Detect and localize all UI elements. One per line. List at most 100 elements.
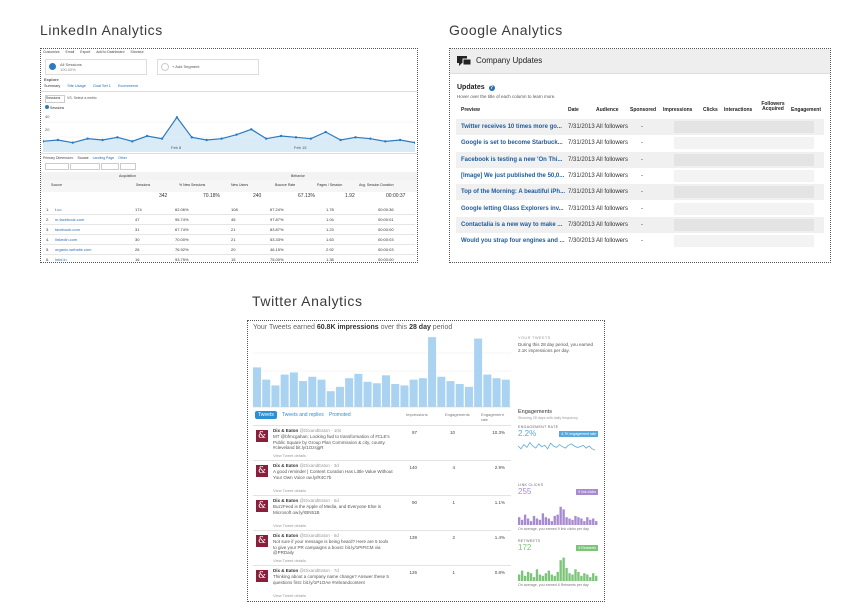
tab-customize[interactable]: Customize [43,50,60,54]
impressions-bar[interactable] [326,391,335,407]
sessions-point[interactable] [279,134,283,138]
sessions-point[interactable] [175,116,179,119]
impressions-bar[interactable] [354,373,363,407]
sessions-point[interactable] [339,138,342,142]
subtab-site-usage[interactable]: Site Usage [67,84,86,88]
update-preview-link[interactable]: Google letting Glass Explorers inv... [461,205,564,212]
sessions-point[interactable] [220,137,223,140]
table-row[interactable]: 1. t.co 174 62.06% 108 67.24% 1.78 00:00:36 [43,205,415,215]
sessions-point[interactable] [294,136,298,139]
update-preview-link[interactable]: [Image] We just published the 50,0... [461,172,565,179]
sessions-point[interactable] [86,137,89,140]
sessions-point[interactable] [309,137,313,140]
impressions-bar[interactable] [345,378,354,407]
impressions-bar[interactable] [335,386,344,407]
card-badge[interactable]: 4.7K engagement rate [559,431,598,437]
col-sponsored[interactable]: Sponsored [630,107,657,113]
update-row[interactable]: Google letting Glass Explorers inv... 7/3… [456,201,824,217]
tweet-name[interactable]: Dix & Eaton [273,463,299,468]
tweet-details-link[interactable]: View Tweet details [273,453,306,458]
update-preview-link[interactable]: Would you strap four engines and ... [461,238,565,245]
impressions-bar[interactable] [464,386,473,407]
update-preview-link[interactable]: Google is set to become Starbuck... [461,140,563,147]
sessions-point[interactable] [160,137,164,140]
col-new-users[interactable]: New Users [231,183,249,187]
tweet-row[interactable]: & Dix & Eaton @DixandEaton · 7d Thinking a… [253,565,511,600]
tweet-details-link[interactable]: View Tweet details [273,523,306,528]
sort-type-button[interactable] [101,163,119,170]
update-preview-link[interactable]: Contactalia is a new way to make ... [461,221,563,228]
sessions-point[interactable] [205,138,208,142]
avatar[interactable]: & [256,430,268,442]
impressions-bar[interactable] [262,379,271,407]
secondary-dimension-button[interactable] [70,163,100,170]
update-row[interactable]: Google is set to become Starbuck... 7/31/… [456,135,824,151]
tweet-name[interactable]: Dix & Eaton [273,533,299,538]
dimension-landing-page[interactable]: Landing Page [92,156,115,160]
sessions-point[interactable] [131,140,134,143]
col-interactions[interactable]: Interactions [724,107,753,113]
col-audience[interactable]: Audience [596,107,619,113]
tweet-name[interactable]: Dix & Eaton [273,428,299,433]
update-preview-link[interactable]: Facebook is testing a new 'On Thi... [461,156,563,163]
impressions-bar[interactable] [437,376,446,407]
update-row[interactable]: Contactalia is a new way to make ... 7/30… [456,216,824,233]
tweet-name[interactable]: Dix & Eaton [273,568,299,573]
update-row[interactable]: Top of the Morning: A beautiful iPh... 7/… [456,184,824,201]
sessions-point[interactable] [384,140,387,143]
sessions-point[interactable] [190,136,193,139]
sessions-point[interactable] [413,141,415,144]
row-source[interactable]: linkedin.com [55,237,78,242]
tweet-row[interactable]: & Dix & Eaton @DixandEaton · 3d A good rem… [253,460,511,495]
tab-tweets[interactable]: Tweets [255,411,277,419]
tab-export[interactable]: Export [80,50,91,54]
impressions-bar[interactable] [289,372,298,407]
row-source[interactable]: facebook.com [55,227,80,232]
impressions-bar[interactable] [428,337,437,407]
table-row[interactable]: 4. linkedin.com 30 70.00% 21 53.33% 1.63 00:00:… [43,235,415,245]
avatar[interactable]: & [256,570,268,582]
sessions-point[interactable] [101,138,104,142]
row-source[interactable]: organic.website.com [55,247,92,252]
impressions-bar[interactable] [455,383,464,407]
subtab-summary[interactable]: Summary [44,84,61,88]
col-avg-duration[interactable]: Avg. Session Duration [359,183,394,187]
tweet-row[interactable]: & Dix & Eaton @DixandEaton · 10s MT @bfmcg… [253,425,511,460]
sessions-point[interactable] [235,133,238,136]
metric-vs[interactable]: VS. Select a metric [67,96,97,100]
metric-selector[interactable]: Sessions [45,95,65,103]
sessions-point[interactable] [369,137,372,140]
card-badge[interactable]: 9 link clicks [576,489,598,495]
impressions-bar[interactable] [501,379,510,407]
impressions-bar[interactable] [492,378,501,407]
row-source[interactable]: t.co [55,207,62,212]
avatar[interactable]: & [256,500,268,512]
update-row[interactable]: Would you strap four engines and ... 7/30… [456,233,824,249]
col-impressions[interactable]: Impressions [406,412,428,417]
impressions-bar[interactable] [253,367,262,407]
row-source[interactable]: m.facebook.com [55,217,85,222]
avatar[interactable]: & [256,465,268,477]
sessions-point[interactable] [56,138,60,142]
impressions-bar[interactable] [363,381,372,407]
sessions-point[interactable] [43,140,45,143]
impressions-bar[interactable] [299,381,308,407]
sessions-point[interactable] [324,130,327,134]
tab-dashboard[interactable]: Add to Dashboard [96,50,125,54]
sessions-point[interactable] [116,136,119,139]
plot-rows-button[interactable] [45,163,69,170]
col-engagement[interactable]: Engagement [791,107,822,113]
update-preview-link[interactable]: Top of the Morning: A beautiful iPh... [461,189,566,196]
tweet-details-link[interactable]: View Tweet details [273,488,306,493]
impressions-bar[interactable] [474,338,483,407]
impressions-bar[interactable] [271,385,280,407]
impressions-bar[interactable] [391,383,400,407]
col-engagements[interactable]: Engagements [445,412,470,417]
impressions-bar[interactable] [317,379,326,407]
impressions-bar[interactable] [483,374,492,407]
sessions-point[interactable] [354,136,357,139]
tab-tweets-replies[interactable]: Tweets and replies [282,412,324,418]
tab-shortcut[interactable]: Shortcut [130,50,144,54]
update-row[interactable]: Facebook is testing a new 'On Thi... 7/31… [456,151,824,168]
col-bounce-rate[interactable]: Bounce Rate [275,183,296,187]
